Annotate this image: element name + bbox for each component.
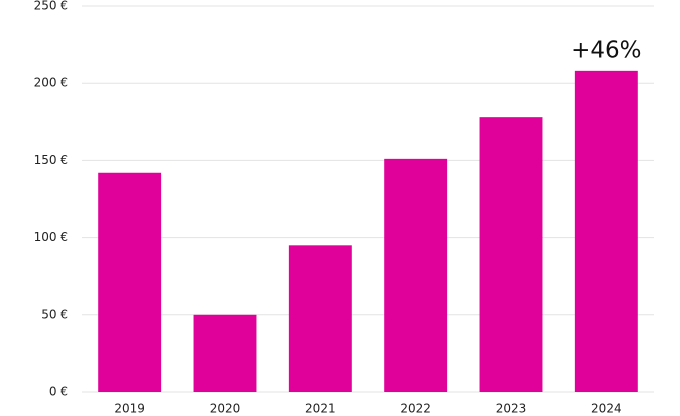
x-tick-label: 2022 <box>400 402 431 416</box>
y-tick-label: 250 € <box>34 0 68 13</box>
x-tick-label: 2024 <box>591 402 622 416</box>
y-tick-label: 50 € <box>41 307 68 321</box>
y-tick-label: 150 € <box>34 153 68 167</box>
x-tick-label: 2021 <box>305 402 336 416</box>
bar <box>384 158 448 392</box>
x-tick-label: 2020 <box>210 402 241 416</box>
bar <box>193 314 257 392</box>
x-tick-label: 2023 <box>496 402 527 416</box>
y-tick-label: 100 € <box>34 230 68 244</box>
bar <box>479 117 543 392</box>
y-tick-label: 0 € <box>49 385 68 399</box>
bar <box>98 172 162 392</box>
bar <box>574 70 638 393</box>
bar <box>288 245 352 392</box>
annotation: +46% <box>571 37 641 63</box>
x-tick-label: 2019 <box>114 402 145 416</box>
y-tick-label: 200 € <box>34 76 68 90</box>
